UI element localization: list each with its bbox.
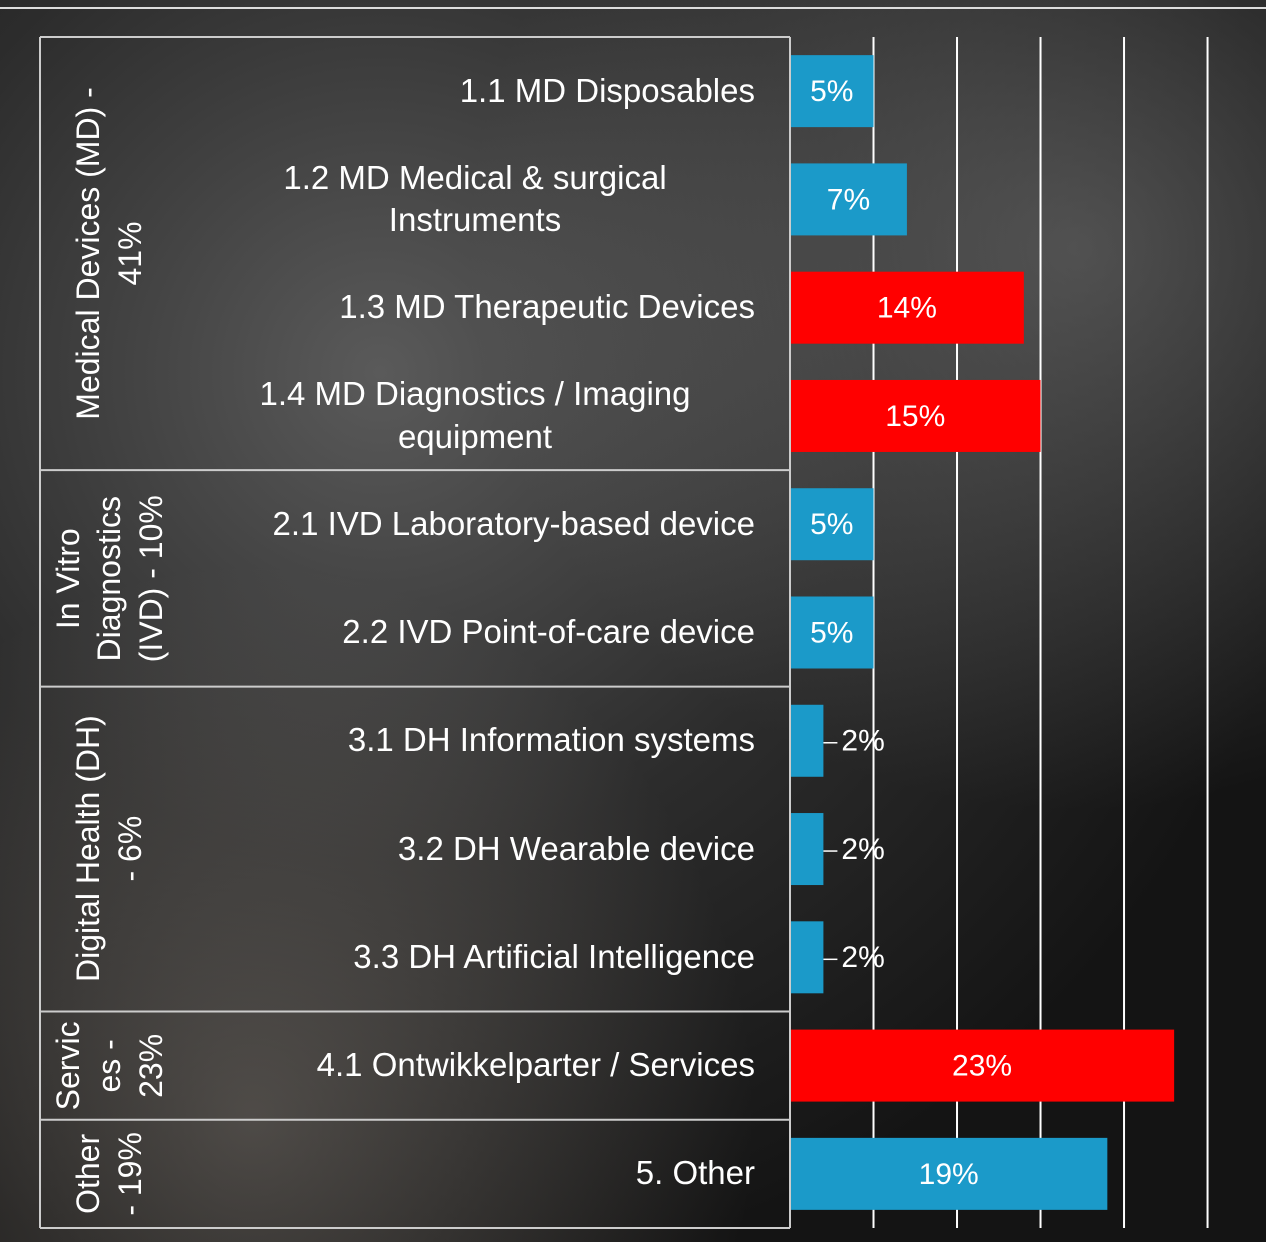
category-label-text: 2.2 IVD Point-of-care device xyxy=(342,611,755,654)
category-label-text: 3.2 DH Wearable device xyxy=(398,828,755,871)
group-label-line: Medical Devices (MD) - xyxy=(68,87,110,419)
category-label: 1.2 MD Medical & surgical Instruments xyxy=(180,145,755,253)
category-label-text: 5. Other xyxy=(636,1152,755,1195)
group-label-line: Servic xyxy=(48,1021,90,1110)
category-label-text: 1.4 MD Diagnostics / Imaging equipment xyxy=(195,373,755,459)
value-label: 2% xyxy=(841,725,884,758)
group-label-line: Other xyxy=(68,1134,110,1214)
category-label-text: 3.3 DH Artificial Intelligence xyxy=(353,936,755,979)
category-label: 5. Other xyxy=(180,1120,755,1228)
category-label: 1.4 MD Diagnostics / Imaging equipment xyxy=(180,362,755,470)
value-label: 15% xyxy=(885,400,945,433)
category-label-text: 2.1 IVD Laboratory-based device xyxy=(273,503,755,546)
value-label: 5% xyxy=(810,616,853,649)
category-label: 3.3 DH Artificial Intelligence xyxy=(180,903,755,1011)
category-label-text: 1.1 MD Disposables xyxy=(460,70,755,113)
category-label: 4.1 Ontwikkelparter / Services xyxy=(180,1011,755,1119)
group-label-line: Digital Health (DH) xyxy=(68,716,110,983)
group-label: Medical Devices (MD) -41% xyxy=(40,37,180,470)
group-label-line: es - xyxy=(89,1039,131,1092)
group-label-line: 41% xyxy=(110,222,152,286)
value-label: 23% xyxy=(952,1050,1012,1083)
category-label-text: 1.3 MD Therapeutic Devices xyxy=(339,286,755,329)
value-label: 14% xyxy=(877,292,937,325)
category-label: 2.2 IVD Point-of-care device xyxy=(180,578,755,686)
category-label: 1.1 MD Disposables xyxy=(180,37,755,145)
category-label-text: 4.1 Ontwikkelparter / Services xyxy=(317,1044,755,1087)
bar xyxy=(790,705,823,777)
group-label-line: 23% xyxy=(131,1034,173,1098)
value-label: 7% xyxy=(827,183,870,216)
group-label-line: Diagnostics xyxy=(89,496,131,661)
value-label: 19% xyxy=(919,1158,979,1191)
category-label: 3.2 DH Wearable device xyxy=(180,795,755,903)
category-label-text: 3.1 DH Information systems xyxy=(348,719,755,762)
group-label-line: - 6% xyxy=(110,816,152,882)
bar xyxy=(790,813,823,885)
group-label: Other- 19% xyxy=(40,1120,180,1228)
group-label: Digital Health (DH)- 6% xyxy=(40,687,180,1012)
category-label: 2.1 IVD Laboratory-based device xyxy=(180,470,755,578)
bar xyxy=(790,921,823,993)
page: 5% 7% 14% 15% 5% 5% 2% 2% 2% 23% 19% Medical Devic… xyxy=(0,0,1266,1242)
value-label: 5% xyxy=(810,75,853,108)
category-label: 3.1 DH Information systems xyxy=(180,687,755,795)
category-label: 1.3 MD Therapeutic Devices xyxy=(180,254,755,362)
value-label: 5% xyxy=(810,508,853,541)
group-label-line: (IVD) - 10% xyxy=(131,495,173,662)
group-label-line: - 19% xyxy=(110,1132,152,1216)
category-label-text: 1.2 MD Medical & surgical Instruments xyxy=(195,157,755,243)
value-label: 2% xyxy=(841,833,884,866)
group-label-line: In Vitro xyxy=(48,528,90,629)
value-label: 2% xyxy=(841,941,884,974)
